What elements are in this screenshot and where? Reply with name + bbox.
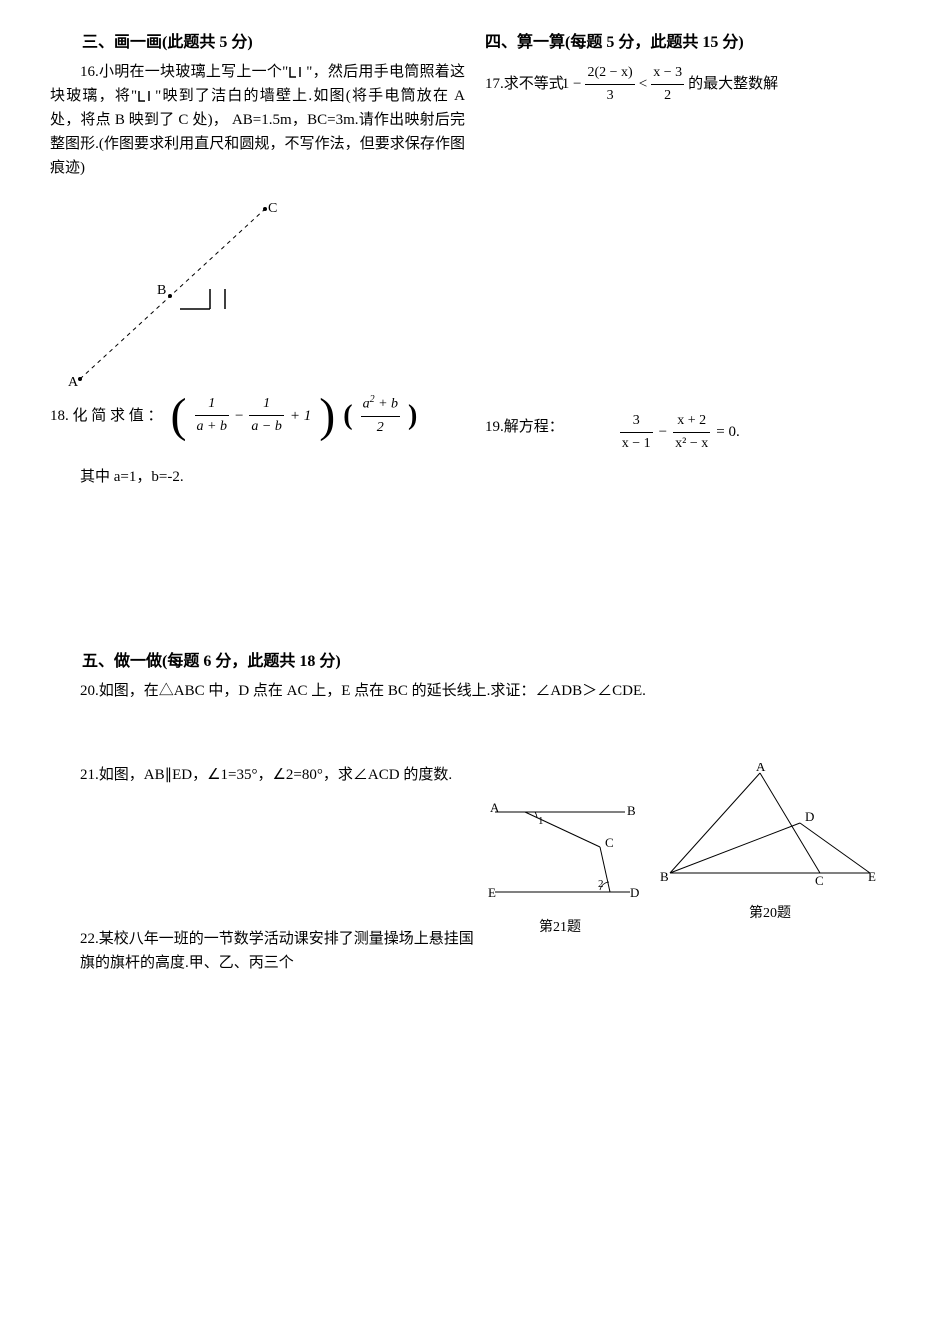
svg-text:D: D bbox=[805, 809, 814, 824]
right-paren-icon: ) bbox=[319, 392, 335, 440]
problem-16: 16.小明在一块玻璃上写上一个""，然后用手电筒照着这块玻璃，将""映到了洁白的… bbox=[50, 60, 465, 180]
svg-text:C: C bbox=[815, 873, 824, 888]
p18-plus1: + 1 bbox=[290, 404, 311, 428]
svg-text:E: E bbox=[868, 869, 876, 884]
problem-20: 20.如图，在△ABC 中，D 点在 AC 上，E 点在 BC 的延长线上.求证… bbox=[50, 679, 900, 703]
fig20-label: 第20题 bbox=[660, 903, 880, 925]
figure-16: A B C bbox=[50, 194, 900, 402]
svg-text:A: A bbox=[490, 800, 500, 815]
section-5-title: 五、做一做(每题 6 分，此题共 18 分) bbox=[50, 649, 900, 675]
section-3-title: 三、画一画(此题共 5 分) bbox=[50, 30, 465, 56]
fig21-label: 第21题 bbox=[480, 917, 640, 939]
problem-17: 17.求不等式 1 − 2(2 − x) 3 < x − 3 2 的最大整数解 bbox=[485, 62, 900, 108]
section-4-column: 四、算一算(每题 5 分，此题共 15 分) 17.求不等式 1 − 2(2 −… bbox=[485, 30, 900, 184]
svg-text:A: A bbox=[756, 763, 766, 774]
svg-text:C: C bbox=[605, 835, 614, 850]
p20-text: 20.如图，在△ABC 中，D 点在 AC 上，E 点在 BC 的延长线上.求证… bbox=[80, 679, 900, 703]
p18-minus: − bbox=[235, 404, 243, 428]
figure-21: A B C D E 1 2 第21题 bbox=[480, 797, 640, 939]
problem-22: 22.某校八年一班的一节数学活动课安排了测量操场上悬挂国旗的旗杆的高度.甲、乙、… bbox=[50, 927, 900, 975]
right-paren2-icon: ) bbox=[408, 402, 417, 430]
row-18-19: 18. 化 简 求 值 ： ( 1 a + b − 1 a − b + 1 ) … bbox=[50, 412, 900, 456]
top-two-column: 三、画一画(此题共 5 分) 16.小明在一块玻璃上写上一个""，然后用手电筒照… bbox=[50, 30, 900, 184]
p16-text-a: 16.小明在一块玻璃上写上一个" bbox=[80, 64, 288, 80]
fig16-C: C bbox=[268, 201, 277, 216]
p17-op: < bbox=[639, 72, 647, 96]
p18-substitution: 其中 a=1，b=-2. bbox=[80, 465, 900, 489]
glyph-icon bbox=[137, 89, 155, 103]
p19-eq: = 0. bbox=[716, 420, 739, 444]
section-4-title: 四、算一算(每题 5 分，此题共 15 分) bbox=[485, 30, 900, 56]
svg-text:B: B bbox=[627, 803, 636, 818]
fig16-A: A bbox=[68, 375, 79, 390]
problem-19-col: 19.解方程： 3 x − 1 − x + 2 x² − x = 0. bbox=[485, 412, 900, 456]
p18-frac2: 1 a − b bbox=[249, 393, 283, 439]
problem-18: 18. 化 简 求 值 ： ( 1 a + b − 1 a − b + 1 ) … bbox=[50, 392, 465, 440]
svg-text:B: B bbox=[660, 869, 669, 884]
left-paren2-icon: ( bbox=[343, 402, 352, 430]
svg-text:E: E bbox=[488, 885, 496, 900]
p19-minus: − bbox=[659, 420, 667, 444]
svg-text:D: D bbox=[630, 885, 639, 900]
p18-mult-frac: a2 + b 2 bbox=[361, 392, 400, 439]
svg-text:1: 1 bbox=[538, 815, 544, 827]
left-paren-icon: ( bbox=[171, 392, 187, 440]
section-5: 五、做一做(每题 6 分，此题共 18 分) 20.如图，在△ABC 中，D 点… bbox=[50, 649, 900, 975]
figure-20: A B C D E 第20题 bbox=[660, 763, 880, 925]
p18-frac1: 1 a + b bbox=[195, 393, 229, 439]
p18-prefix: 18. 化 简 求 值 ： bbox=[50, 404, 163, 428]
fig16-B: B bbox=[157, 283, 166, 298]
p19-prefix: 19.解方程： bbox=[485, 415, 564, 439]
p17-lhs-pre: 1 − bbox=[562, 72, 582, 96]
p17-suffix: 的最大整数解 bbox=[688, 72, 778, 96]
p19-frac2: x + 2 x² − x bbox=[673, 410, 710, 456]
glyph-icon bbox=[288, 65, 306, 79]
problem-19: 19.解方程： 3 x − 1 − x + 2 x² − x = 0. bbox=[485, 400, 900, 456]
p17-lhs-frac: 2(2 − x) 3 bbox=[585, 62, 634, 108]
section-3-column: 三、画一画(此题共 5 分) 16.小明在一块玻璃上写上一个""，然后用手电筒照… bbox=[50, 30, 465, 184]
p19-frac1: 3 x − 1 bbox=[620, 410, 653, 456]
p17-prefix: 17.求不等式 bbox=[485, 72, 564, 96]
problem-18-col: 18. 化 简 求 值 ： ( 1 a + b − 1 a − b + 1 ) … bbox=[50, 412, 465, 456]
p17-rhs-frac: x − 3 2 bbox=[651, 62, 684, 108]
